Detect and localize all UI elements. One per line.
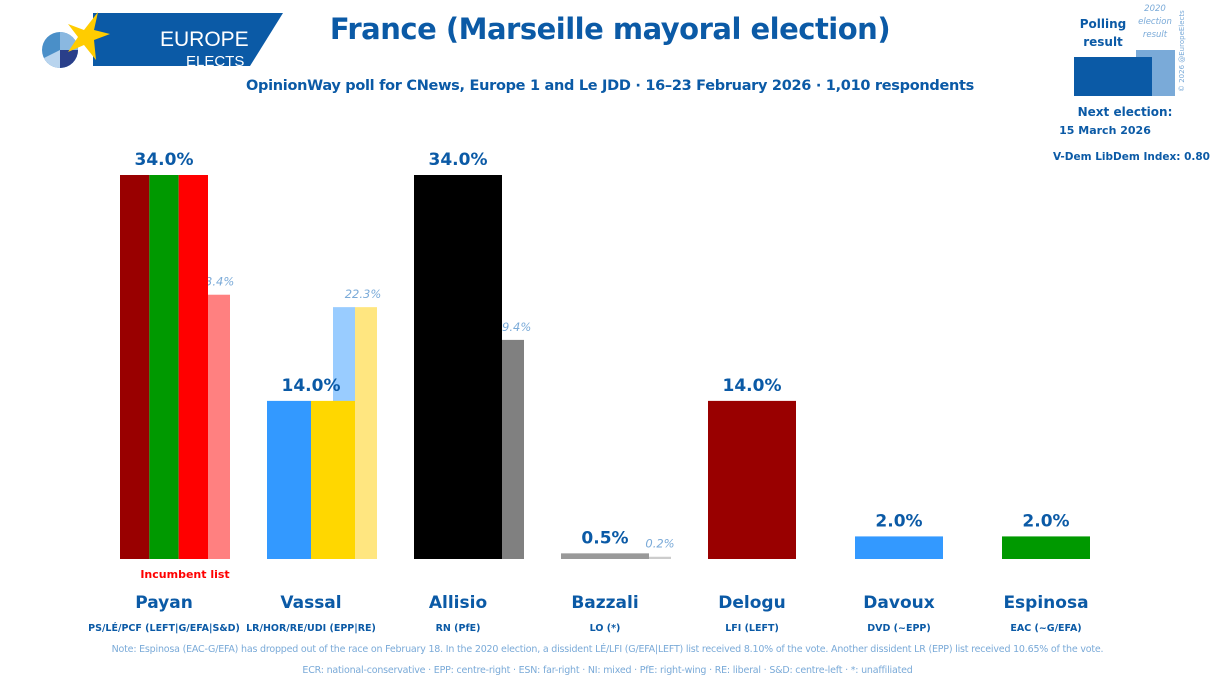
chart-subtitle: OpinionWay poll for CNews, Europe 1 and …: [246, 78, 974, 94]
bar-vassal-1: [311, 400, 355, 559]
candidate-party-bazzali: LO (*): [590, 623, 621, 634]
next-election-label: Next election:: [1077, 105, 1173, 119]
value-label-allisio: 34.0%: [429, 150, 488, 170]
candidate-party-davoux: DVD (~EPP): [867, 623, 931, 634]
bar-payan-1: [149, 175, 179, 559]
value-label-payan: 34.0%: [135, 150, 194, 170]
logo-banner: [93, 13, 283, 66]
next-election-date: 15 March 2026: [1059, 124, 1151, 137]
footnote: Note: Espinosa (EAC-G/EFA) has dropped o…: [111, 644, 1104, 655]
bar-bazzali-0: [561, 553, 649, 559]
candidate-name-bazzali: Bazzali: [571, 593, 638, 613]
candidate-party-espinosa: EAC (~G/EFA): [1010, 623, 1081, 634]
candidate-name-delogu: Delogu: [718, 593, 785, 613]
europe-elects-logo: EUROPE ELECTS: [38, 12, 283, 70]
bar-payan-0: [120, 175, 150, 559]
logo-text-elects: ELECTS: [186, 53, 245, 70]
bar-davoux-0: [855, 536, 943, 559]
previous-bar-bazzali-0: [649, 556, 671, 559]
candidate-party-allisio: RN (PfE): [436, 623, 481, 634]
vdem-index: V-Dem LibDem Index: 0.80: [1053, 151, 1210, 163]
candidate-name-allisio: Allisio: [429, 593, 487, 613]
value-label-vassal: 14.0%: [282, 376, 341, 396]
star-icon: [68, 12, 110, 60]
candidate-name-espinosa: Espinosa: [1003, 593, 1088, 613]
candidate-party-payan: PS/LÉ/PCF (LEFT|G/EFA|S&D): [88, 622, 240, 634]
bar-allisio-0: [414, 175, 502, 559]
previous-bar-vassal-1: [355, 307, 377, 559]
bar-payan-2: [178, 175, 208, 559]
previous-value-label-vassal: 22.3%: [345, 287, 382, 301]
bar-delogu-0: [708, 400, 796, 559]
logo-graphic: [42, 12, 283, 68]
candidate-name-payan: Payan: [135, 593, 193, 613]
candidate-party-vassal: LR/HOR/RE/UDI (EPP|RE): [246, 623, 376, 634]
value-label-davoux: 2.0%: [875, 511, 922, 531]
value-label-bazzali: 0.5%: [581, 528, 628, 548]
value-label-delogu: 14.0%: [723, 376, 782, 396]
legend-polling-swatch: [1074, 57, 1152, 96]
value-label-espinosa: 2.0%: [1022, 511, 1069, 531]
legend-previous-label: 2020 election result: [1138, 4, 1172, 40]
candidate-name-davoux: Davoux: [863, 593, 934, 613]
logo-text-europe: EUROPE: [160, 28, 249, 51]
previous-bar-payan-1: [208, 294, 230, 559]
incumbent-label: Incumbent list: [140, 568, 229, 581]
bar-vassal-0: [267, 400, 311, 559]
candidate-name-vassal: Vassal: [280, 593, 341, 613]
previous-value-label-allisio: 19.4%: [495, 320, 532, 334]
legend-polling-label: Polling result: [1079, 17, 1127, 49]
previous-value-label-bazzali: 0.2%: [645, 537, 674, 551]
chart-title: France (Marseille mayoral election): [329, 12, 891, 46]
glossary: ECR: national-conservative · EPP: centre…: [302, 665, 913, 676]
previous-bar-allisio-0: [502, 339, 524, 559]
candidate-party-delogu: LFI (LEFT): [725, 623, 779, 634]
bar-espinosa-0: [1002, 536, 1090, 559]
